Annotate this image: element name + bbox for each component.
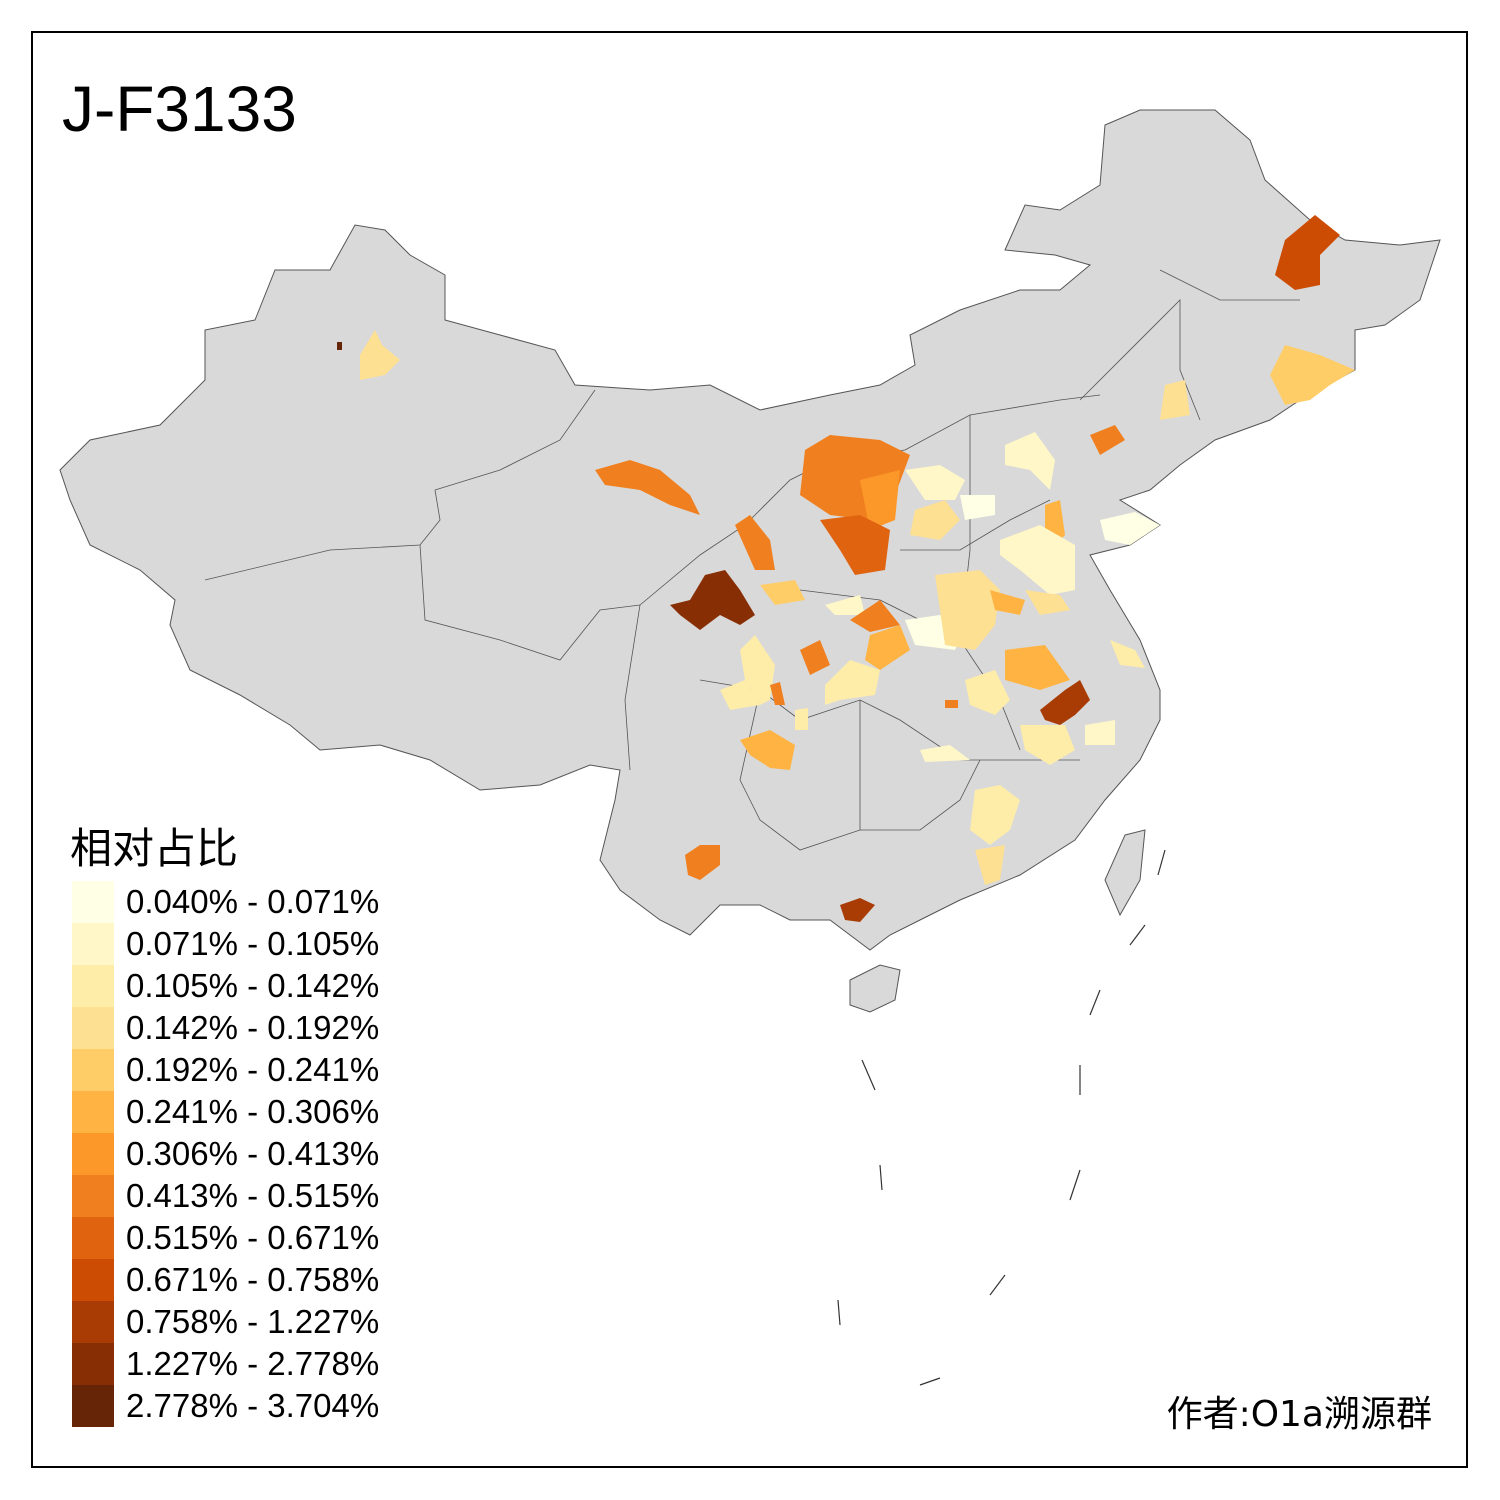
legend: 0.040% - 0.071% 0.071% - 0.105% 0.105% - 0… [72, 881, 379, 1427]
legend-label: 0.071% - 0.105% [126, 925, 380, 962]
legend-swatch [72, 1133, 114, 1175]
map-title: J-F3133 [62, 73, 297, 145]
legend-label: 0.758% - 1.227% [126, 1303, 380, 1340]
legend-label: 1.227% - 2.778% [126, 1345, 380, 1382]
legend-item: 0.040% - 0.071% [72, 881, 379, 923]
legend-swatch [72, 1385, 114, 1427]
author-credit: 作者:O1a溯源群 [1166, 1394, 1432, 1435]
legend-label: 0.241% - 0.306% [126, 1093, 380, 1130]
legend-item: 0.671% - 0.758% [72, 1259, 379, 1301]
region-fills [337, 215, 1355, 922]
map-frame [31, 31, 1468, 1468]
legend-label: 0.413% - 0.515% [126, 1177, 380, 1214]
south-china-sea-islands [837, 849, 1166, 1386]
taiwan-island [1104, 829, 1146, 917]
legend-swatch [72, 1343, 114, 1385]
hainan-island [849, 964, 901, 1013]
legend-label: 0.671% - 0.758% [126, 1261, 380, 1298]
legend-swatch [72, 1007, 114, 1049]
legend-item: 0.241% - 0.306% [72, 1091, 379, 1133]
legend-swatch [72, 1217, 114, 1259]
legend-item: 0.306% - 0.413% [72, 1133, 379, 1175]
legend-swatch [72, 923, 114, 965]
legend-item: 1.227% - 2.778% [72, 1343, 379, 1385]
legend-label: 0.105% - 0.142% [126, 967, 380, 1004]
legend-swatch [72, 1301, 114, 1343]
legend-item: 2.778% - 3.704% [72, 1385, 379, 1427]
legend-swatch [72, 881, 114, 923]
legend-item: 0.413% - 0.515% [72, 1175, 379, 1217]
legend-label: 0.142% - 0.192% [126, 1009, 380, 1046]
legend-swatch [72, 1175, 114, 1217]
legend-swatch [72, 1259, 114, 1301]
legend-swatch [72, 965, 114, 1007]
legend-label: 2.778% - 3.704% [126, 1387, 380, 1424]
legend-item: 0.071% - 0.105% [72, 923, 379, 965]
legend-label: 0.040% - 0.071% [126, 883, 380, 920]
legend-item: 0.142% - 0.192% [72, 1007, 379, 1049]
legend-swatch [72, 1049, 114, 1091]
legend-item: 0.105% - 0.142% [72, 965, 379, 1007]
legend-item: 0.515% - 0.671% [72, 1217, 379, 1259]
legend-item: 0.192% - 0.241% [72, 1049, 379, 1091]
legend-item: 0.758% - 1.227% [72, 1301, 379, 1343]
legend-swatch [72, 1091, 114, 1133]
legend-label: 0.515% - 0.671% [126, 1219, 380, 1256]
legend-title: 相对占比 [70, 824, 239, 873]
legend-label: 0.192% - 0.241% [126, 1051, 380, 1088]
legend-label: 0.306% - 0.413% [126, 1135, 380, 1172]
